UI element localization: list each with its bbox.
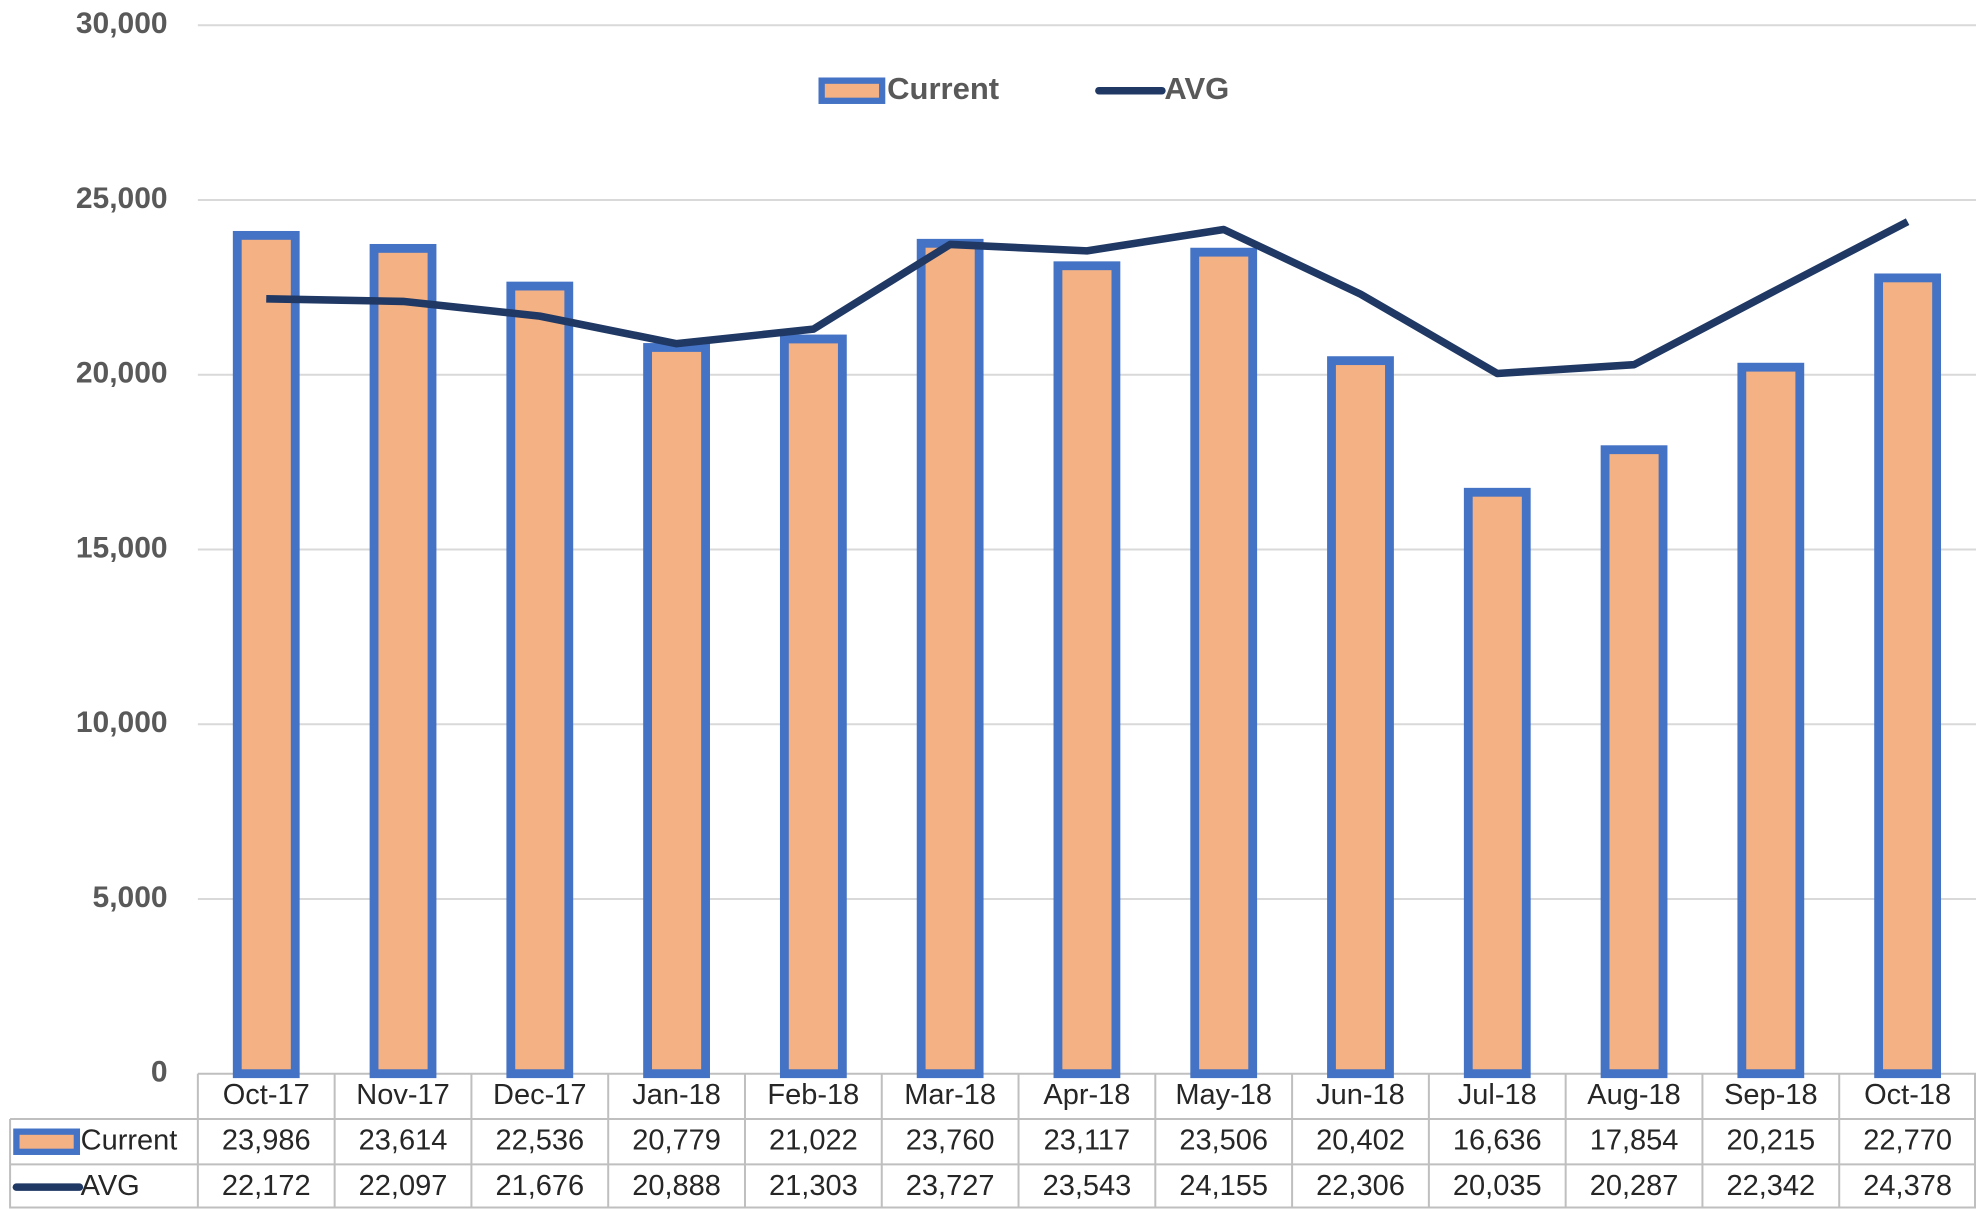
data-label: 24,155 [1179,1170,1268,1202]
data-label: 22,306 [1316,1170,1405,1202]
data-label: 23,760 [906,1124,995,1156]
y-tick-label: 20,000 [76,357,168,390]
table-swatch [13,1128,81,1155]
data-label: 20,402 [1316,1124,1405,1156]
y-tick-label: 10,000 [76,706,168,739]
x-tick-label: May-18 [1175,1079,1272,1111]
data-label: 23,727 [906,1170,995,1202]
bar [232,230,300,1079]
bar [1600,445,1668,1079]
data-label: 23,986 [222,1124,311,1156]
table-series-name: Current [81,1124,178,1156]
x-tick-label: Dec-17 [493,1079,587,1111]
x-tick-label: Jan-18 [632,1079,721,1111]
bar [643,343,710,1079]
x-tick-label: Mar-18 [904,1079,996,1111]
data-label: 22,172 [222,1170,311,1202]
x-tick-label: Aug-18 [1587,1079,1681,1111]
bar [1190,247,1258,1079]
data-label: 17,854 [1590,1124,1679,1156]
data-label: 20,888 [632,1170,721,1202]
bar [1463,487,1531,1079]
y-tick-label: 5,000 [93,881,168,914]
data-label: 20,779 [632,1124,721,1156]
x-tick-label: Feb-18 [767,1079,859,1111]
x-tick-label: Oct-18 [1864,1079,1951,1111]
bar [1874,273,1942,1079]
data-label: 23,543 [1043,1170,1132,1202]
x-tick-label: Oct-17 [223,1079,310,1111]
data-label: 22,770 [1863,1124,1952,1156]
line [266,218,1910,378]
legend-swatch [818,77,886,104]
bar [506,281,574,1079]
x-tick-label: Jul-18 [1458,1079,1537,1111]
data-label: 21,303 [769,1170,858,1202]
data-label: 23,506 [1179,1124,1268,1156]
table-series-name: AVG [81,1170,140,1202]
bar [1737,362,1805,1079]
data-label: 24,378 [1863,1170,1952,1202]
legend-label: AVG [1164,71,1229,106]
data-label: 22,536 [495,1124,584,1156]
data-label: 23,614 [359,1124,448,1156]
y-tick-label: 0 [151,1056,168,1089]
x-tick-label: Sep-18 [1724,1079,1818,1111]
bar [1327,356,1394,1079]
data-label: 20,215 [1726,1124,1815,1156]
data-label: 20,035 [1453,1170,1542,1202]
data-label: 20,287 [1590,1170,1679,1202]
x-tick-label: Nov-17 [356,1079,450,1111]
x-tick-label: Apr-18 [1043,1079,1130,1111]
data-label: 23,117 [1044,1124,1131,1156]
data-label: 22,097 [359,1170,448,1202]
bar [779,334,847,1079]
data-label: 21,022 [769,1124,858,1156]
data-label: 22,342 [1726,1170,1815,1202]
bar [369,243,437,1079]
bar [1053,261,1121,1079]
y-tick-label: 30,000 [76,7,168,40]
bar [916,238,984,1079]
x-tick-label: Jun-18 [1316,1079,1405,1111]
data-label: 21,676 [495,1170,584,1202]
data-label: 16,636 [1453,1124,1542,1156]
y-tick-label: 15,000 [76,531,168,564]
legend-label: Current [887,71,999,106]
y-tick-label: 25,000 [76,182,168,215]
